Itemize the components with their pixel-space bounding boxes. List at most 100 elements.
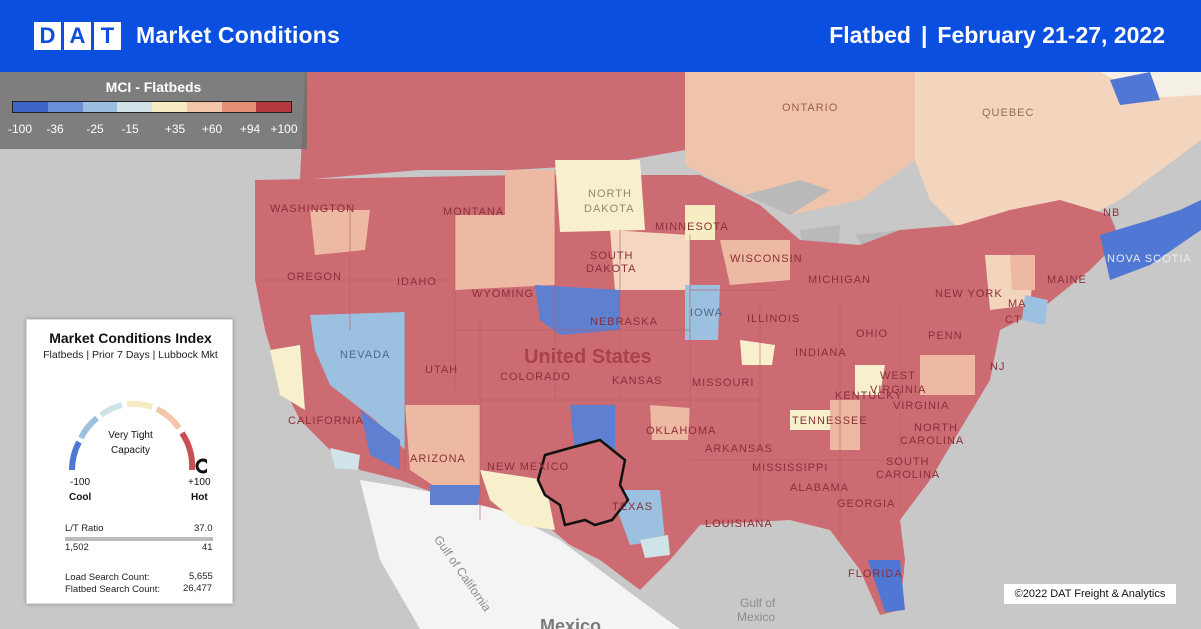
- header-right: Flatbed | February 21-27, 2022: [829, 22, 1165, 49]
- label-kentucky: KENTUCKY: [835, 390, 903, 402]
- legend-swatch-4: [152, 102, 187, 112]
- label-idaho: IDAHO: [397, 276, 437, 288]
- region-virginia-west: [855, 365, 885, 395]
- label-alabama: ALABAMA: [790, 482, 849, 494]
- label-ohio: OHIO: [856, 328, 888, 340]
- lt-ratio-label: L/T Ratio: [65, 523, 104, 534]
- label-nevada: NEVADA: [340, 349, 390, 361]
- region-baja-north: [330, 448, 360, 470]
- region-oklahoma-east: [650, 405, 690, 440]
- load-search-value: 5,655: [189, 571, 213, 582]
- region-quebec: [915, 72, 1201, 260]
- legend-color-scale: [12, 101, 292, 113]
- region-massachusetts: [1022, 295, 1048, 325]
- legend-tick-7: +100: [270, 122, 298, 136]
- label-tennessee: TENNESSEE: [792, 415, 868, 427]
- logo-letter-a: A: [64, 22, 91, 50]
- legend-tick-2: -25: [86, 122, 104, 136]
- label-west-virginia-2: VIRGINIA: [870, 384, 926, 396]
- label-nebraska: NEBRASKA: [590, 316, 658, 328]
- label-new-york: NEW YORK: [935, 288, 1003, 300]
- label-ontario: ONTARIO: [782, 102, 838, 114]
- legend-tick-0: -100: [7, 122, 33, 136]
- label-california: CALIFORNIA: [288, 415, 364, 427]
- label-kansas: KANSAS: [612, 375, 663, 387]
- gauge-min-label: -100: [70, 477, 91, 488]
- label-wyoming: WYOMING: [472, 288, 534, 300]
- label-mississippi: MISSISSIPPI: [752, 462, 828, 474]
- gauge-cool-label: Cool: [69, 492, 92, 503]
- gauge-status: Very Tight Capacity: [27, 428, 234, 458]
- label-nj: NJ: [990, 361, 1005, 373]
- region-el-paso: [480, 470, 555, 530]
- region-tennessee: [790, 410, 830, 430]
- label-virginia: VIRGINIA: [893, 400, 949, 412]
- legend-swatch-7: [256, 102, 291, 112]
- region-vermont: [1010, 255, 1035, 290]
- region-nebraska-west: [535, 285, 620, 335]
- label-south-carolina-2: CAROLINA: [876, 469, 940, 481]
- region-virginia-east: [920, 355, 975, 395]
- label-ct: CT: [1005, 314, 1022, 326]
- market-map[interactable]: WASHINGTON OREGON IDAHO MONTANA NORTH DA…: [0, 72, 1201, 629]
- region-canada-west: [300, 72, 685, 180]
- legend-swatch-5: [186, 102, 222, 112]
- header-title: Market Conditions: [136, 22, 341, 48]
- label-montana: MONTANA: [443, 206, 504, 218]
- label-united-states: United States: [524, 346, 652, 368]
- label-nb: NB: [1103, 207, 1120, 219]
- label-north-carolina-1: NORTH: [914, 422, 958, 434]
- gauge-segment-3: [99, 402, 123, 418]
- region-florida-south: [868, 560, 905, 612]
- legend-swatch-3: [117, 102, 152, 112]
- label-minnesota: MINNESOTA: [655, 221, 729, 233]
- gauge-indicator: [195, 458, 207, 474]
- lt-ratio-bar-fill: [65, 537, 213, 541]
- region-ontario: [685, 72, 915, 215]
- label-arkansas: ARKANSAS: [705, 443, 773, 455]
- gauge-hot-label: Hot: [191, 492, 208, 503]
- region-texas-south: [640, 535, 670, 558]
- region-nevada: [310, 312, 405, 450]
- gauge-segment-5: [155, 406, 182, 430]
- legend-tick-4: +35: [164, 122, 186, 136]
- label-mexico: Mexico: [540, 616, 601, 629]
- equipment-type: Flatbed: [829, 22, 911, 48]
- label-arizona: ARIZONA: [410, 453, 466, 465]
- gauge-status-line-2: Capacity: [111, 445, 150, 456]
- label-utah: UTAH: [425, 364, 458, 376]
- label-louisiana: LOUISIANA: [705, 518, 773, 530]
- lt-load-count: 1,502: [65, 542, 89, 553]
- region-north-dakota: [555, 160, 645, 232]
- card-subtitle: Flatbeds | Prior 7 Days | Lubbock Mkt: [43, 349, 218, 361]
- mci-legend: MCI - Flatbeds -100 -36 -25 -15 +35 +60 +94 +10…: [0, 72, 307, 149]
- label-south-carolina-1: SOUTH: [886, 456, 930, 468]
- gauge-segment-4: [126, 400, 153, 410]
- legend-tick-1: -36: [46, 122, 64, 136]
- label-colorado: COLORADO: [500, 371, 571, 383]
- region-california-north: [270, 345, 305, 410]
- label-texas: TEXAS: [612, 501, 653, 513]
- label-michigan: MICHIGAN: [808, 274, 871, 286]
- load-search-label: Load Search Count:: [65, 572, 150, 583]
- logo-letter-d: D: [34, 22, 61, 50]
- legend-swatch-6: [221, 102, 257, 112]
- gauge-segment-1: [69, 440, 82, 471]
- label-new-mexico: NEW MEXICO: [487, 461, 569, 473]
- flatbed-search-label: Flatbed Search Count:: [65, 584, 161, 595]
- flatbed-search-value: 26,477: [183, 583, 213, 594]
- lubbock-market-outline[interactable]: [536, 438, 630, 527]
- label-indiana: INDIANA: [795, 347, 847, 359]
- region-minnesota-north: [685, 205, 715, 240]
- label-south-dakota-1: SOUTH: [590, 250, 634, 262]
- mci-gauge: [69, 400, 207, 474]
- region-labrador: [1110, 72, 1160, 105]
- label-north-carolina-2: CAROLINA: [900, 435, 964, 447]
- region-mexico: [360, 480, 680, 629]
- label-washington: WASHINGTON: [270, 203, 355, 215]
- label-oregon: OREGON: [287, 271, 342, 283]
- gauge-segment-2: [78, 415, 99, 440]
- legend-tick-3: -15: [121, 122, 139, 136]
- header-separator: |: [920, 22, 928, 48]
- region-montana-east: [455, 215, 555, 290]
